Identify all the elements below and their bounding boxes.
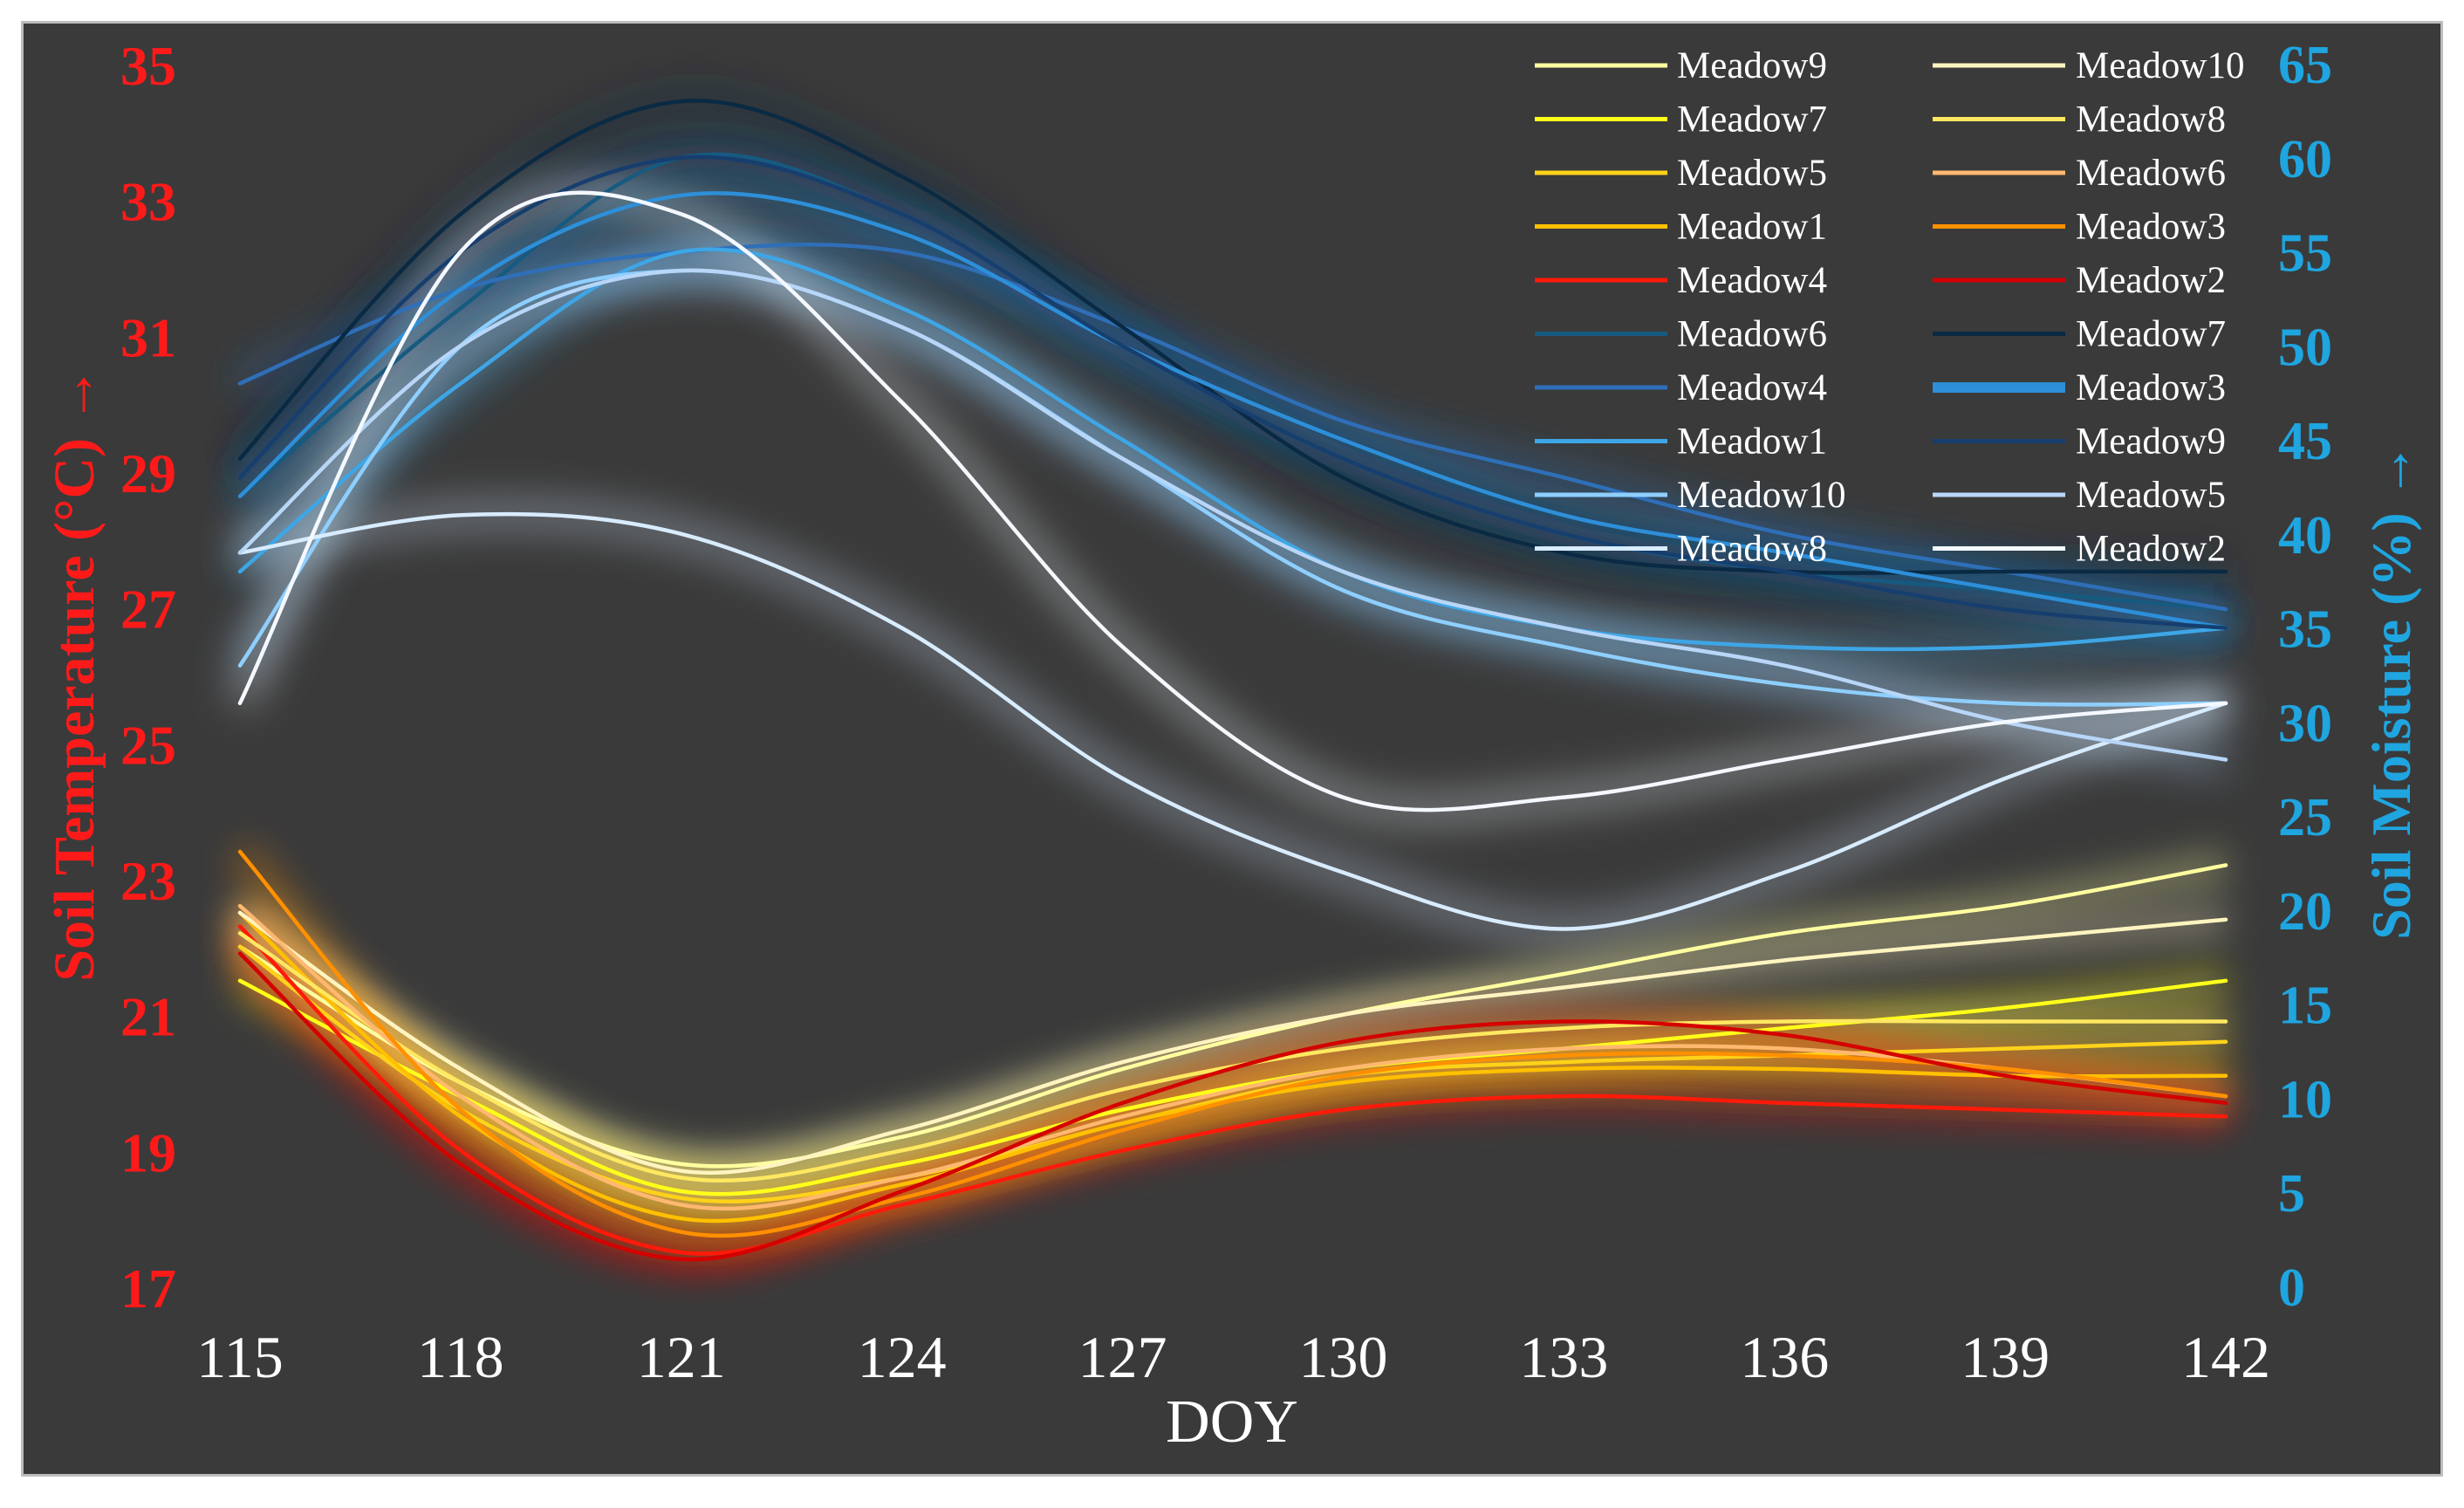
right-tick-label: 25 <box>2278 788 2332 847</box>
legend-label: Meadow9 <box>2076 422 2226 463</box>
right-tick-label: 55 <box>2278 224 2332 284</box>
right-tick-label: 15 <box>2278 977 2332 1036</box>
moisture-line-meadow9 <box>237 154 2228 630</box>
legend-label: Meadow3 <box>2076 207 2226 248</box>
temperature-line-meadow10 <box>237 910 2228 1176</box>
left-tick-label: 21 <box>120 986 176 1048</box>
chart-frame: 17 19 21 23 25 27 29 31 33 35 0 5 10 15 20 25 30 35 40 45 50… <box>21 21 2443 1477</box>
legend-label: Meadow1 <box>1677 422 1827 463</box>
legend-label: Meadow10 <box>1677 475 1845 516</box>
legend-label: Meadow6 <box>2076 153 2226 194</box>
right-axis-label: Soil Moisture (%) → <box>2360 442 2422 939</box>
left-tick-label: 25 <box>120 714 176 776</box>
moisture-line-meadow10 <box>237 268 2228 707</box>
legend-label: Meadow10 <box>2076 45 2244 86</box>
legend-label: Meadow6 <box>1677 314 1827 355</box>
right-tick-label: 45 <box>2278 412 2332 471</box>
temperature-line-meadow1 <box>237 910 2228 1224</box>
legend-label: Meadow9 <box>1677 45 1827 86</box>
legend-label: Meadow3 <box>2076 367 2226 408</box>
legend-label: Meadow5 <box>1677 153 1827 194</box>
x-tick-label: 118 <box>417 1324 503 1390</box>
right-tick-label: 20 <box>2278 882 2332 942</box>
legend-label: Meadow4 <box>1677 367 1827 408</box>
legend-label: Meadow7 <box>1677 99 1827 141</box>
left-axis-label: Soil Temperature (°C) → <box>43 366 106 981</box>
x-tick-label: 136 <box>1740 1324 1829 1390</box>
right-tick-label: 35 <box>2278 600 2332 660</box>
left-tick-label: 29 <box>120 442 176 504</box>
left-tick-label: 19 <box>120 1121 176 1183</box>
legend-label: Meadow8 <box>2076 99 2226 141</box>
temperature-line-meadow3 <box>237 849 2228 1238</box>
legend-label: Meadow2 <box>2076 529 2226 570</box>
moisture-line-meadow3 <box>237 191 2228 630</box>
legend-label: Meadow7 <box>2076 314 2226 355</box>
moisture-line-meadow8 <box>237 511 2228 931</box>
legend-label: Meadow8 <box>1677 529 1827 570</box>
x-tick-label: 124 <box>858 1324 947 1390</box>
right-tick-label: 60 <box>2278 130 2332 189</box>
left-tick-label: 23 <box>120 850 176 912</box>
left-tick-label: 27 <box>120 579 176 641</box>
right-tick-label: 0 <box>2278 1258 2305 1318</box>
moisture-line-meadow7 <box>237 99 2228 575</box>
x-tick-label: 139 <box>1961 1324 2050 1390</box>
x-tick-label: 127 <box>1078 1324 1167 1390</box>
left-tick-label: 35 <box>120 35 176 97</box>
temperature-line-meadow8 <box>237 931 2228 1183</box>
right-tick-label: 50 <box>2278 318 2332 377</box>
legend-label: Meadow2 <box>2076 260 2226 301</box>
axes: 17 19 21 23 25 27 29 31 33 35 0 5 10 15 20 25 30 35 40 45 50… <box>43 35 2422 1456</box>
right-tick-label: 30 <box>2278 694 2332 753</box>
x-tick-label: 115 <box>196 1324 283 1390</box>
x-tick-label: 142 <box>2181 1324 2270 1390</box>
right-tick-label: 5 <box>2278 1164 2305 1224</box>
right-tick-label: 40 <box>2278 506 2332 566</box>
series-lines <box>237 99 2228 1262</box>
temperature-line-meadow2 <box>237 951 2228 1262</box>
left-tick-label: 33 <box>120 171 176 233</box>
right-tick-label: 10 <box>2278 1070 2332 1129</box>
legend-label: Meadow1 <box>1677 207 1827 248</box>
x-tick-label: 130 <box>1298 1324 1387 1390</box>
legend: Meadow9 Meadow7 Meadow5 Meadow1 Meadow4 Meado… <box>1535 45 2244 570</box>
left-tick-label: 17 <box>120 1258 176 1320</box>
x-axis-label: DOY <box>1166 1388 1298 1456</box>
moisture-line-meadow5 <box>237 268 2228 762</box>
left-tick-label: 31 <box>120 306 176 368</box>
temperature-line-meadow4 <box>237 924 2228 1256</box>
x-tick-label: 121 <box>637 1324 726 1390</box>
soil-chart: 17 19 21 23 25 27 29 31 33 35 0 5 10 15 20 25 30 35 40 45 50… <box>43 35 2422 1456</box>
temperature-line-meadow9 <box>237 863 2228 1169</box>
moisture-line-meadow4 <box>237 243 2228 612</box>
x-tick-label: 133 <box>1519 1324 1608 1390</box>
temperature-line-meadow6 <box>237 903 2228 1211</box>
moisture-line-meadow2 <box>237 190 2228 812</box>
moisture-line-meadow1 <box>237 247 2228 652</box>
legend-label: Meadow5 <box>2076 475 2226 516</box>
legend-label: Meadow4 <box>1677 260 1827 301</box>
right-tick-label: 65 <box>2278 36 2332 95</box>
